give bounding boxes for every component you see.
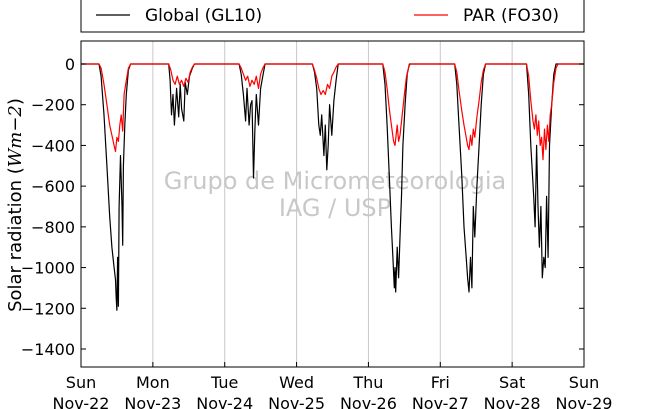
x-tick-label-day: Fri xyxy=(431,373,450,392)
y-tick-label: −1000 xyxy=(21,259,75,278)
x-tick-label-day: Sat xyxy=(499,373,525,392)
series-group xyxy=(81,63,584,311)
legend-box xyxy=(80,0,585,33)
x-tick-label-date: Nov-28 xyxy=(484,394,541,409)
x-tick-label-date: Nov-23 xyxy=(124,394,181,409)
y-tick-label: −400 xyxy=(31,136,75,155)
plot-background xyxy=(81,41,584,367)
y-tick-label: −800 xyxy=(31,218,75,237)
series-line-par xyxy=(81,63,584,161)
x-tick-label-day: Mon xyxy=(136,373,170,392)
y-axis: 0 −200 −400 −600 −800 −1000 −1200 −1400 xyxy=(21,55,584,359)
y-tick-label: −200 xyxy=(31,96,75,115)
x-tick-label-day: Tue xyxy=(210,373,238,392)
x-tick-label-date: Nov-24 xyxy=(196,394,253,409)
legend-label-global: Global (GL10) xyxy=(145,6,262,26)
y-axis-label: Solar radiation (Wm−2) xyxy=(5,98,26,312)
y-tick-label: −600 xyxy=(31,177,75,196)
watermark-line-2: IAG / USP xyxy=(279,194,391,222)
x-tick-label-day: Thu xyxy=(352,373,383,392)
watermark: Grupo de Micrometeorologia IAG / USP xyxy=(164,167,506,222)
gridlines xyxy=(152,41,513,367)
plot-frame xyxy=(80,40,585,368)
x-tick-label-date: Nov-27 xyxy=(412,394,469,409)
x-axis: Sun Nov-22 Mon Nov-23 Tue Nov-24 Wed Nov-25 Thu N… xyxy=(53,362,613,409)
watermark-line-1: Grupo de Micrometeorologia xyxy=(164,167,506,195)
x-tick-label-day: Wed xyxy=(279,373,314,392)
legend: Global (GL10) PAR (FO30) xyxy=(80,0,585,33)
x-tick-label-date: Nov-26 xyxy=(340,394,397,409)
x-tick-label-date: Nov-25 xyxy=(268,394,325,409)
x-tick-label-day: Sun xyxy=(569,373,599,392)
x-tick-label-date: Nov-29 xyxy=(556,394,613,409)
y-tick-label: −1200 xyxy=(21,299,75,318)
legend-label-par: PAR (FO30) xyxy=(463,6,559,26)
x-tick-label-day: Sun xyxy=(66,373,96,392)
x-tick-label-date: Nov-22 xyxy=(53,394,110,409)
y-tick-label: −1400 xyxy=(21,340,75,359)
y-tick-label: 0 xyxy=(65,55,75,74)
